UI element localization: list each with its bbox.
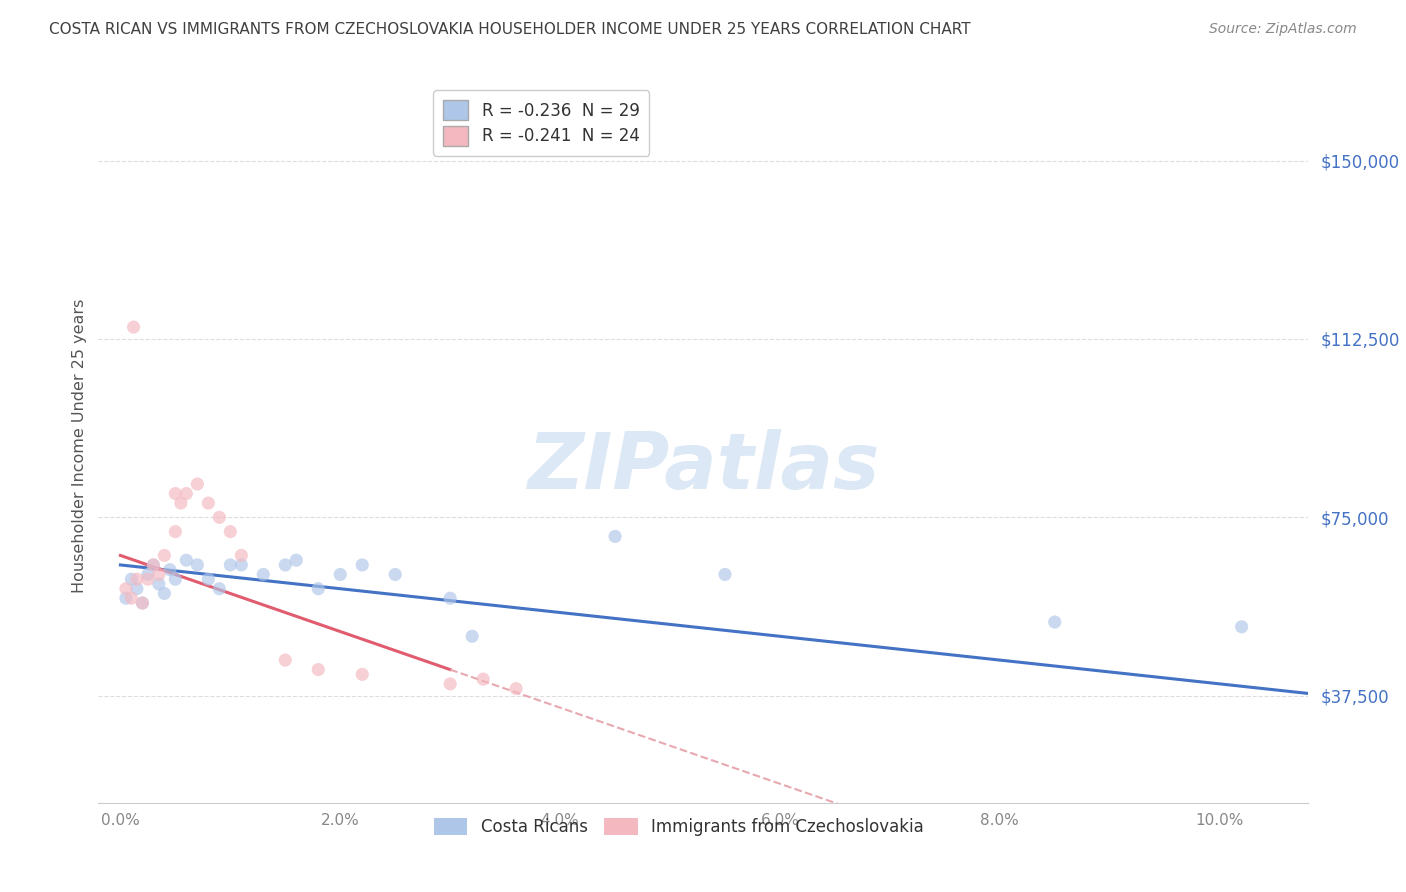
Point [186,477,208,491]
Point [153,549,176,563]
Point [439,591,461,606]
Text: ZIPatlas: ZIPatlas [527,429,879,506]
Point [219,558,242,572]
Point [352,558,374,572]
Point [165,572,187,586]
Point [176,486,198,500]
Point [120,572,142,586]
Legend: Costa Ricans, Immigrants from Czechoslovakia: Costa Ricans, Immigrants from Czechoslov… [426,810,932,845]
Point [165,524,187,539]
Point [153,586,176,600]
Point [384,567,406,582]
Point [208,510,231,524]
Point [274,558,297,572]
Point [329,567,352,582]
Point [120,591,142,606]
Point [186,558,208,572]
Point [219,524,242,539]
Point [197,496,219,510]
Point [352,667,374,681]
Point [208,582,231,596]
Point [142,558,165,572]
Point [714,567,737,582]
Point [231,549,253,563]
Point [125,582,148,596]
Point [148,577,170,591]
Point [122,320,145,334]
Point [142,558,165,572]
Point [136,567,159,582]
Point [1043,615,1066,629]
Point [439,677,461,691]
Point [159,563,181,577]
Point [170,496,193,510]
Point [472,672,495,686]
Point [285,553,308,567]
Point [274,653,297,667]
Point [231,558,253,572]
Point [131,596,153,610]
Text: Source: ZipAtlas.com: Source: ZipAtlas.com [1209,22,1357,37]
Point [461,629,484,643]
Point [505,681,527,696]
Point [131,596,153,610]
Text: COSTA RICAN VS IMMIGRANTS FROM CZECHOSLOVAKIA HOUSEHOLDER INCOME UNDER 25 YEARS : COSTA RICAN VS IMMIGRANTS FROM CZECHOSLO… [49,22,970,37]
Point [307,582,329,596]
Point [165,486,187,500]
Point [148,567,170,582]
Point [136,572,159,586]
Point [125,572,148,586]
Point [115,591,138,606]
Point [1230,620,1253,634]
Point [603,529,626,543]
Point [197,572,219,586]
Point [307,663,329,677]
Point [176,553,198,567]
Point [115,582,138,596]
Y-axis label: Householder Income Under 25 years: Householder Income Under 25 years [72,299,87,593]
Point [252,567,274,582]
